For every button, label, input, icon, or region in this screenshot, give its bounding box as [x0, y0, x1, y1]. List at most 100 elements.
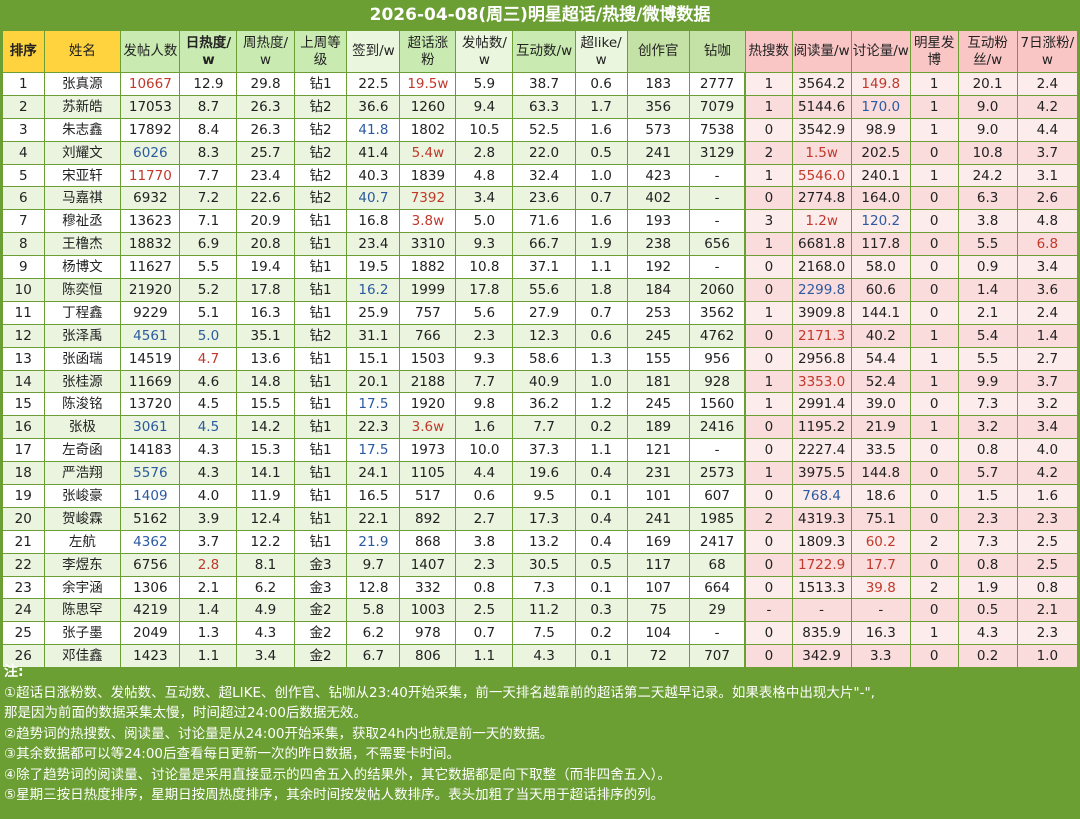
cell-super-topic-fans: 1105 — [399, 461, 457, 486]
cell-interactive-fans: 0.8 — [957, 552, 1018, 577]
table-body: 1 张真源 10667 12.9 29.8 钻1 22.5 19.5w 5.9 38.7 0.6 18… — [2, 72, 1079, 669]
cell-interactions: 30.5 — [512, 552, 576, 577]
cell-posts: 3.8 — [455, 529, 514, 554]
cell-posters: 1306 — [120, 575, 181, 600]
cell-reads: 6681.8 — [791, 232, 852, 257]
page-title: 2026-04-08(周三)明星超话/热搜/微博数据 — [0, 0, 1080, 30]
cell-posts: 7.7 — [455, 369, 514, 394]
table-row: 15 陈浚铭 13720 4.5 15.5 钻1 17.5 1920 9.8 36.2 1.2 245… — [2, 392, 1079, 417]
header-checkin: 签到/w — [346, 30, 401, 73]
cell-creators: 573 — [626, 117, 690, 142]
cell-daily-heat: 4.3 — [179, 461, 238, 486]
table-row: 22 李煜东 6756 2.8 8.1 金3 9.7 1407 2.3 30.5 0.5 117 68 0… — [2, 552, 1079, 577]
cell-creators: 245 — [626, 323, 690, 348]
cell-weekly-heat: 8.1 — [236, 552, 295, 577]
table-row: 16 张极 3061 4.5 14.2 钻1 22.3 3.6w 1.6 7.7 0.2 189 241… — [2, 415, 1079, 440]
cell-last-week-level: 钻1 — [293, 484, 348, 508]
note-line: ④除了趋势词的阅读量、讨论量是采用直接显示的四舍五入的结果外，其它数据都是向下取… — [4, 766, 671, 783]
cell-posters: 5576 — [120, 461, 181, 486]
header-posts: 发帖数/w — [455, 30, 514, 73]
table-row: 20 贺峻霖 5162 3.9 12.4 钻1 22.1 892 2.7 17.3 0.4 241 19… — [2, 506, 1079, 531]
header-star-posts: 明星发博 — [909, 30, 959, 73]
cell-diamond: 3129 — [688, 140, 746, 165]
cell-interactive-fans: 10.8 — [957, 140, 1018, 165]
cell-checkin: 36.6 — [346, 94, 401, 119]
cell-weekly-heat: 15.5 — [236, 392, 295, 417]
cell-name: 朱志鑫 — [43, 117, 122, 142]
cell-last-week-level: 钻1 — [293, 209, 348, 234]
cell-posters: 1409 — [120, 484, 181, 508]
cell-trending-count: 1 — [744, 163, 793, 188]
cell-rank: 11 — [2, 300, 45, 325]
table-row: 23 余宇涵 1306 2.1 6.2 金3 12.8 332 0.8 7.3 0.1 107 664 0… — [2, 575, 1079, 600]
cell-checkin: 5.8 — [346, 598, 401, 623]
cell-reads: 1.5w — [791, 140, 852, 165]
cell-interactions: 36.2 — [512, 392, 576, 417]
cell-posters: 5162 — [120, 506, 181, 531]
cell-rank: 24 — [2, 598, 45, 623]
cell-interactions: 7.5 — [512, 621, 576, 646]
cell-star-posts: 0 — [909, 186, 959, 211]
cell-last-week-level: 钻2 — [293, 323, 348, 348]
cell-super-like: 0.3 — [574, 598, 628, 623]
cell-7day-fans: 2.4 — [1016, 300, 1079, 325]
cell-name: 陈思罕 — [43, 598, 122, 623]
table-row: 3 朱志鑫 17892 8.4 26.3 钻2 41.8 1802 10.5 52.5 1.6 573… — [2, 117, 1079, 142]
cell-weekly-heat: 26.3 — [236, 94, 295, 119]
cell-discussions: 52.4 — [850, 369, 911, 394]
cell-creators: 193 — [626, 209, 690, 234]
cell-interactive-fans: 0.9 — [957, 255, 1018, 280]
cell-daily-heat: 2.8 — [179, 552, 238, 577]
cell-reads: 2991.4 — [791, 392, 852, 417]
cell-weekly-heat: 19.4 — [236, 255, 295, 280]
cell-rank: 4 — [2, 140, 45, 165]
cell-super-like: 0.2 — [574, 621, 628, 646]
cell-7day-fans: 3.4 — [1016, 415, 1079, 440]
cell-checkin: 12.8 — [346, 575, 401, 600]
cell-interactions: 38.7 — [512, 72, 576, 96]
cell-reads: 1722.9 — [791, 552, 852, 577]
cell-super-topic-fans: 757 — [399, 300, 457, 325]
cell-weekly-heat: 25.7 — [236, 140, 295, 165]
cell-7day-fans: 4.0 — [1016, 438, 1079, 463]
note-line: ①超话日涨粉数、发帖数、互动数、超LIKE、创作官、钻咖从23:40开始采集，前… — [4, 684, 875, 701]
cell-discussions: 117.8 — [850, 232, 911, 257]
cell-last-week-level: 钻1 — [293, 255, 348, 280]
cell-interactions: 40.9 — [512, 369, 576, 394]
cell-trending-count: 3 — [744, 209, 793, 234]
cell-last-week-level: 金3 — [293, 552, 348, 577]
cell-diamond: - — [688, 186, 746, 211]
cell-checkin: 22.1 — [346, 506, 401, 531]
cell-posters: 17892 — [120, 117, 181, 142]
cell-name: 陈奕恒 — [43, 278, 122, 302]
cell-last-week-level: 钻1 — [293, 438, 348, 463]
cell-interactions: 32.4 — [512, 163, 576, 188]
header-interactive-fans: 互动粉丝/w — [957, 30, 1018, 73]
cell-reads: 4319.3 — [791, 506, 852, 531]
cell-interactions: 37.1 — [512, 255, 576, 280]
cell-interactive-fans: 0.8 — [957, 438, 1018, 463]
cell-star-posts: 1 — [909, 415, 959, 440]
cell-rank: 20 — [2, 506, 45, 531]
cell-posts: 4.8 — [455, 163, 514, 188]
cell-diamond: - — [688, 163, 746, 188]
cell-super-like: 1.0 — [574, 369, 628, 394]
cell-posts: 0.8 — [455, 575, 514, 600]
cell-trending-count: 0 — [744, 346, 793, 371]
cell-super-topic-fans: 1839 — [399, 163, 457, 188]
cell-posters: 11627 — [120, 255, 181, 280]
cell-interactions: 7.3 — [512, 575, 576, 600]
cell-interactions: 12.3 — [512, 323, 576, 348]
cell-posters: 6756 — [120, 552, 181, 577]
cell-posters: 10667 — [120, 72, 181, 96]
cell-reads: 5144.6 — [791, 94, 852, 119]
cell-discussions: 16.3 — [850, 621, 911, 646]
cell-checkin: 19.5 — [346, 255, 401, 280]
cell-posts: 2.8 — [455, 140, 514, 165]
cell-name: 丁程鑫 — [43, 300, 122, 325]
cell-creators: 423 — [626, 163, 690, 188]
table-row: 2 苏新皓 17053 8.7 26.3 钻2 36.6 1260 9.4 63.3 1.7 356 7… — [2, 94, 1079, 119]
table-row: 25 张子墨 2049 1.3 4.3 金2 6.2 978 0.7 7.5 0.2 104-0 835… — [2, 621, 1079, 646]
cell-posts: 2.7 — [455, 506, 514, 531]
cell-trending-count: 0 — [744, 255, 793, 280]
